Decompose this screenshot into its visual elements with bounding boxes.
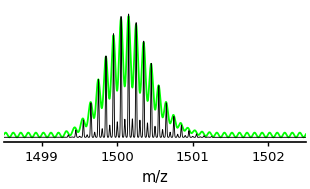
X-axis label: m/z: m/z (142, 170, 168, 185)
